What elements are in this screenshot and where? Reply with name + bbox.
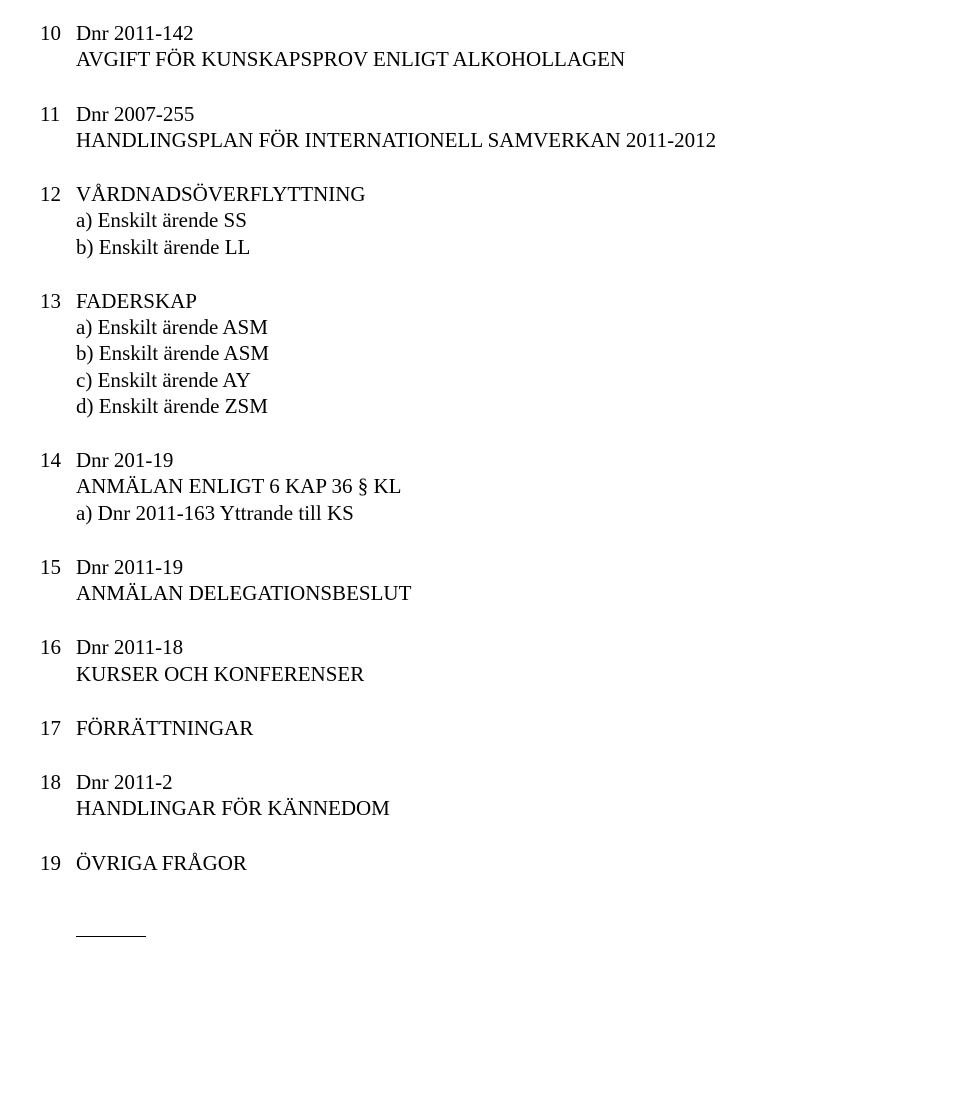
item-line: HANDLINGSPLAN FÖR INTERNATIONELL SAMVERK… — [76, 127, 960, 153]
item-sub: d) Enskilt ärende ZSM — [76, 393, 960, 419]
item-content: ÖVRIGA FRÅGOR — [76, 850, 960, 876]
agenda-item: 11 Dnr 2007-255 HANDLINGSPLAN FÖR INTERN… — [40, 101, 960, 154]
item-sub: b) Enskilt ärende LL — [76, 234, 960, 260]
item-number: 12 — [40, 181, 76, 207]
item-content: Dnr 2011-18 KURSER OCH KONFERENSER — [76, 634, 960, 687]
agenda-item: 14 Dnr 201-19 ANMÄLAN ENLIGT 6 KAP 36 § … — [40, 447, 960, 526]
footer-divider — [76, 936, 146, 937]
item-sub: a) Enskilt ärende ASM — [76, 314, 960, 340]
agenda-item: 19 ÖVRIGA FRÅGOR — [40, 850, 960, 876]
item-number: 10 — [40, 20, 76, 46]
agenda-item: 12 VÅRDNADSÖVERFLYTTNING a) Enskilt ären… — [40, 181, 960, 260]
item-line: FADERSKAP — [76, 288, 960, 314]
item-number: 11 — [40, 101, 76, 127]
item-line: KURSER OCH KONFERENSER — [76, 661, 960, 687]
agenda-item: 18 Dnr 2011-2 HANDLINGAR FÖR KÄNNEDOM — [40, 769, 960, 822]
item-line: VÅRDNADSÖVERFLYTTNING — [76, 181, 960, 207]
item-number: 16 — [40, 634, 76, 660]
item-line: AVGIFT FÖR KUNSKAPSPROV ENLIGT ALKOHOLLA… — [76, 46, 960, 72]
item-line: FÖRRÄTTNINGAR — [76, 715, 960, 741]
item-content: FADERSKAP a) Enskilt ärende ASM b) Enski… — [76, 288, 960, 419]
item-content: Dnr 201-19 ANMÄLAN ENLIGT 6 KAP 36 § KL … — [76, 447, 960, 526]
item-line: ÖVRIGA FRÅGOR — [76, 850, 960, 876]
item-line: Dnr 2007-255 — [76, 101, 960, 127]
item-line: ANMÄLAN ENLIGT 6 KAP 36 § KL — [76, 473, 960, 499]
agenda-item: 10 Dnr 2011-142 AVGIFT FÖR KUNSKAPSPROV … — [40, 20, 960, 73]
item-number: 14 — [40, 447, 76, 473]
item-number: 17 — [40, 715, 76, 741]
item-line: Dnr 2011-142 — [76, 20, 960, 46]
item-line: ANMÄLAN DELEGATIONSBESLUT — [76, 580, 960, 606]
agenda-list: 10 Dnr 2011-142 AVGIFT FÖR KUNSKAPSPROV … — [40, 20, 960, 876]
item-number: 15 — [40, 554, 76, 580]
item-content: Dnr 2011-2 HANDLINGAR FÖR KÄNNEDOM — [76, 769, 960, 822]
item-content: FÖRRÄTTNINGAR — [76, 715, 960, 741]
item-line: Dnr 2011-18 — [76, 634, 960, 660]
item-number: 13 — [40, 288, 76, 314]
item-content: Dnr 2011-142 AVGIFT FÖR KUNSKAPSPROV ENL… — [76, 20, 960, 73]
item-number: 18 — [40, 769, 76, 795]
item-line: Dnr 201-19 — [76, 447, 960, 473]
item-content: VÅRDNADSÖVERFLYTTNING a) Enskilt ärende … — [76, 181, 960, 260]
item-content: Dnr 2011-19 ANMÄLAN DELEGATIONSBESLUT — [76, 554, 960, 607]
item-sub: a) Enskilt ärende SS — [76, 207, 960, 233]
item-sub: a) Dnr 2011-163 Yttrande till KS — [76, 500, 960, 526]
item-content: Dnr 2007-255 HANDLINGSPLAN FÖR INTERNATI… — [76, 101, 960, 154]
agenda-item: 15 Dnr 2011-19 ANMÄLAN DELEGATIONSBESLUT — [40, 554, 960, 607]
item-sub: c) Enskilt ärende AY — [76, 367, 960, 393]
agenda-item: 16 Dnr 2011-18 KURSER OCH KONFERENSER — [40, 634, 960, 687]
item-sub: b) Enskilt ärende ASM — [76, 340, 960, 366]
item-line: Dnr 2011-2 — [76, 769, 960, 795]
item-number: 19 — [40, 850, 76, 876]
agenda-item: 17 FÖRRÄTTNINGAR — [40, 715, 960, 741]
agenda-item: 13 FADERSKAP a) Enskilt ärende ASM b) En… — [40, 288, 960, 419]
item-line: Dnr 2011-19 — [76, 554, 960, 580]
item-line: HANDLINGAR FÖR KÄNNEDOM — [76, 795, 960, 821]
